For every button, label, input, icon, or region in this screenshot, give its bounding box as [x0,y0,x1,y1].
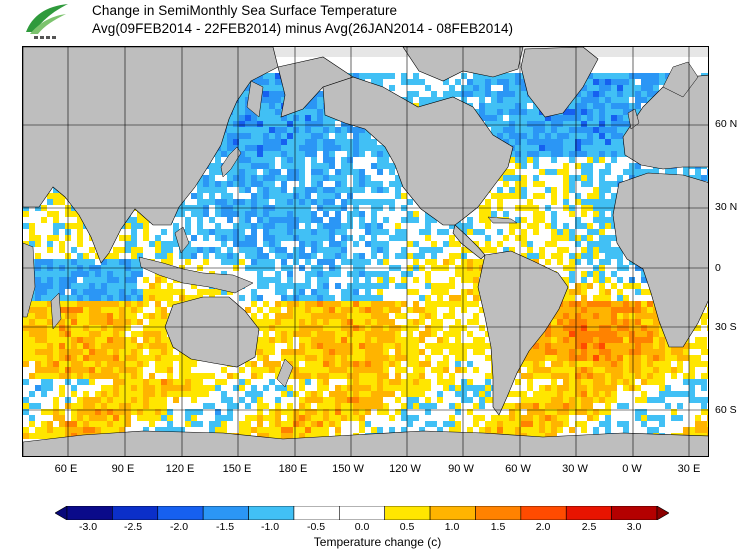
colorbar-tick-label: -2.0 [169,521,189,533]
lon-label-0w: 0 W [622,463,642,475]
lat-label-60n: 60 N [715,118,738,130]
lon-label-90w: 90 W [448,463,474,475]
madagascar [50,292,62,330]
colorbar-tick-label: 1.5 [490,521,506,533]
colorbar-bin [66,506,113,520]
colorbar [55,506,669,520]
lon-label-180e: 180 E [278,463,308,475]
alaska [277,56,354,118]
colorbar-tick-label: -2.5 [123,521,143,533]
colorbar-tick-label: 0.0 [354,521,370,533]
colorbar-bin [475,506,522,520]
colorbar-tick-label: 3.0 [626,521,642,533]
lon-label-90e: 90 E [111,463,135,475]
agency-logo [22,2,72,42]
asia [23,47,279,264]
lon-label-30e: 30 E [677,463,701,475]
lon-label-60e: 60 E [54,463,78,475]
colorbar-tick-label: 0.5 [399,521,415,533]
africa [612,172,708,348]
land-layer [23,47,708,456]
colorbar-bin [202,506,249,520]
europe [622,74,708,170]
lon-label-60w: 60 W [505,463,531,475]
map-canvas [23,47,708,456]
greenland [520,47,599,118]
colorbar-tick-label: -3.0 [78,521,98,533]
lat-label-60s: 60 S [715,404,737,416]
sst-change-map [22,46,709,457]
title-line-1: Change in SemiMonthly Sea Surface Temper… [92,3,398,18]
colorbar-bin [112,506,159,520]
lon-label-150e: 150 E [222,463,252,475]
map-title: Change in SemiMonthly Sea Surface Temper… [92,2,513,38]
colorbar-tick-label: 1.0 [444,521,460,533]
colorbar-tick-label: -0.5 [306,521,326,533]
lon-label-120w: 120 W [389,463,421,475]
colorbar-tick-label: 2.5 [581,521,597,533]
caribbean-islands [487,216,518,224]
colorbar-max-arrow [656,506,669,520]
colorbar-bin [384,506,431,520]
colorbar-bin [293,506,340,520]
title-line-2: Avg(09FEB2014 - 22FEB2014) minus Avg(26J… [92,21,514,36]
lat-label-30s: 30 S [715,321,737,333]
east-africa-coast [23,242,36,318]
colorbar-label: Temperature change (c) [313,535,442,549]
colorbar-bin [611,506,658,520]
south-america [477,250,569,416]
lat-label-30n: 30 N [715,201,738,213]
colorbar-tick-label: 2.0 [535,521,551,533]
colorbar-bin [565,506,612,520]
central-america [452,224,486,260]
lat-label-eq: 0 [715,262,721,274]
lon-label-120e: 120 E [165,463,195,475]
graticule [23,47,708,456]
british-isles [627,108,640,130]
colorbar-min-arrow [55,506,68,520]
colorbar-bin [339,506,385,520]
colorbar-tick-label: -1.0 [260,521,280,533]
colorbar-bin [429,506,476,520]
new-zealand [276,358,294,388]
lon-label-150w: 150 W [332,463,364,475]
australia [164,296,260,368]
colorbar-bin [248,506,295,520]
antarctica [23,430,708,456]
colorbar-bin [520,506,567,520]
kamchatka [246,80,264,118]
colorbar-tick-label: -1.5 [215,521,235,533]
japan [220,146,242,178]
colorbar-bin [157,506,204,520]
lon-label-30w: 30 W [562,463,588,475]
